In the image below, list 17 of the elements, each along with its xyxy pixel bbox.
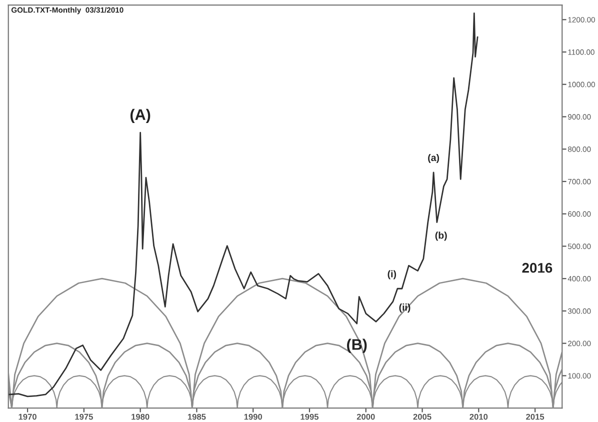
x-tick-label: 1980 xyxy=(132,414,150,420)
x-tick-label: 2015 xyxy=(526,414,544,420)
x-tick-label: 1975 xyxy=(75,414,93,420)
annotation: (i) xyxy=(388,270,396,280)
annotation: (a) xyxy=(428,154,440,164)
annotation: (B) xyxy=(347,338,367,353)
x-tick-label: 2000 xyxy=(356,414,375,420)
annotation: (b) xyxy=(435,232,447,241)
x-tick-label: 1995 xyxy=(300,414,319,420)
x-tick-label: 1970 xyxy=(18,414,36,420)
annotation: (ii) xyxy=(399,304,410,313)
x-tick-label: 1990 xyxy=(244,414,262,420)
annotation: 2016 xyxy=(522,262,552,273)
x-tick-label: 2005 xyxy=(413,414,432,420)
x-tick-label: 1985 xyxy=(188,414,206,420)
x-tick-label: 2010 xyxy=(470,414,488,420)
annotation: (A) xyxy=(130,108,150,124)
